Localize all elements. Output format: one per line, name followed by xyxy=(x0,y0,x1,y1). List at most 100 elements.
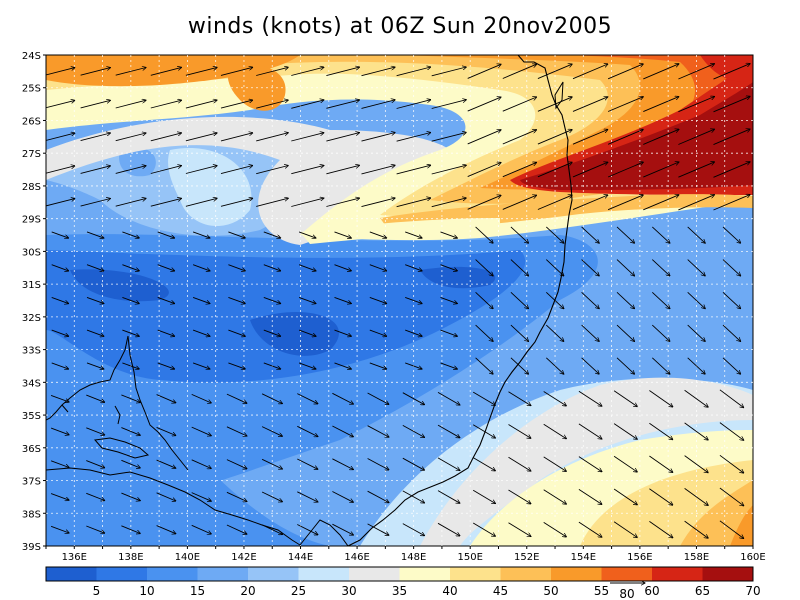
wind-arrow xyxy=(572,64,608,80)
wind-arrow xyxy=(367,425,389,437)
wind-arrow xyxy=(298,231,316,238)
wind-arrow xyxy=(578,489,602,504)
wind-arrow xyxy=(405,296,422,303)
wind-arrow xyxy=(437,522,460,536)
wind-arrow xyxy=(613,423,637,440)
wind-arrow xyxy=(437,457,460,471)
wind-arrow xyxy=(684,455,709,473)
wind-arrow xyxy=(431,67,467,77)
wind-arrow xyxy=(263,296,281,303)
colorbar-label: 10 xyxy=(139,584,154,598)
wind-arrow xyxy=(115,198,146,207)
wind-arrow xyxy=(226,524,247,534)
wind-arrow xyxy=(510,291,529,308)
wind-arrow xyxy=(86,329,104,336)
wind-arrow xyxy=(537,162,572,178)
wind-arrow xyxy=(226,426,247,436)
colorbar-label: 45 xyxy=(493,584,508,598)
wind-arrow xyxy=(687,259,706,276)
wind-arrow xyxy=(440,264,458,271)
wind-arrow xyxy=(46,166,75,174)
wind-arrow xyxy=(719,422,744,441)
wind-arrow xyxy=(578,390,602,406)
colorbar-swatch xyxy=(500,567,552,581)
wind-arrow xyxy=(510,324,529,341)
wind-arrow xyxy=(649,488,672,505)
wind-arrow xyxy=(713,129,751,146)
wind-arrow xyxy=(437,392,460,405)
wind-arrow xyxy=(121,459,140,468)
wind-arrow xyxy=(256,67,288,76)
wind-arrow xyxy=(722,259,741,276)
wind-arrow xyxy=(467,130,501,145)
wind-arrow xyxy=(475,226,494,243)
wind-arrow xyxy=(50,493,69,501)
wind-arrow xyxy=(440,296,458,303)
wind-arrow xyxy=(115,100,146,109)
wind-arrow xyxy=(192,329,210,336)
latitude-tick-label: 33S xyxy=(22,346,41,357)
wind-arrow xyxy=(581,226,600,243)
wind-arrow xyxy=(80,100,111,109)
wind-arrow xyxy=(150,100,182,109)
wind-arrow xyxy=(651,259,670,276)
wind-arrow xyxy=(192,264,210,271)
wind-arrow xyxy=(297,524,318,535)
colorbar-label: 60 xyxy=(644,584,659,598)
colorbar-label: 20 xyxy=(240,584,255,598)
wind-arrow xyxy=(185,166,217,174)
wind-arrow xyxy=(51,231,69,238)
wind-arrow xyxy=(643,64,679,80)
wind-arrow xyxy=(581,324,600,341)
wind-arrow xyxy=(687,324,706,341)
wind-arrow xyxy=(46,100,75,109)
wind-arrow xyxy=(157,231,175,238)
wind-arrow xyxy=(402,457,425,470)
colorbar-swatch xyxy=(248,567,299,581)
wind-arrow xyxy=(405,264,422,271)
wind-arrow xyxy=(332,392,353,404)
wind-arrow xyxy=(613,488,637,505)
reference-vector-label: 80 xyxy=(619,587,634,600)
wind-arrow xyxy=(543,489,567,504)
wind-arrow xyxy=(261,393,282,404)
wind-arrow xyxy=(684,488,709,505)
wind-arrow xyxy=(713,162,751,178)
wind-arrow xyxy=(150,133,182,142)
wind-arrow xyxy=(298,296,316,303)
wind-arrow xyxy=(472,424,495,438)
wind-arrow xyxy=(687,357,706,374)
wind-arrow xyxy=(46,68,75,76)
wind-arrow xyxy=(396,165,431,175)
wind-arrow xyxy=(156,394,176,403)
colorbar-label: 5 xyxy=(93,584,101,598)
longitude-tick-label: 150E xyxy=(457,552,482,563)
wind-arrow xyxy=(678,97,714,113)
wind-arrow xyxy=(649,422,672,439)
wind-arrow xyxy=(472,457,495,471)
wind-arrow xyxy=(191,524,212,534)
wind-arrow xyxy=(684,389,709,407)
colorbar-swatch xyxy=(349,567,400,581)
wind-arrow xyxy=(326,67,359,77)
wind-arrow xyxy=(185,100,217,109)
wind-arrow xyxy=(510,226,529,243)
latitude-tick-label: 31S xyxy=(22,280,41,291)
wind-arrow xyxy=(256,100,288,109)
longitude-tick-label: 138E xyxy=(118,552,143,563)
wind-arrow xyxy=(326,100,359,109)
wind-arrow xyxy=(46,199,75,207)
wind-arrow xyxy=(508,391,531,406)
wind-arrow xyxy=(326,133,359,142)
wind-arrow xyxy=(192,231,210,238)
wind-arrow xyxy=(607,195,643,211)
wind-arrow xyxy=(405,329,422,336)
wind-arrow xyxy=(220,198,253,207)
wind-arrow xyxy=(115,133,146,142)
colorbar-swatch xyxy=(147,567,198,581)
colorbar-swatch xyxy=(551,567,602,581)
wind-arrow xyxy=(722,357,741,374)
wind-arrow xyxy=(437,490,460,504)
wind-arrow xyxy=(578,521,602,537)
wind-arrow xyxy=(367,490,389,502)
